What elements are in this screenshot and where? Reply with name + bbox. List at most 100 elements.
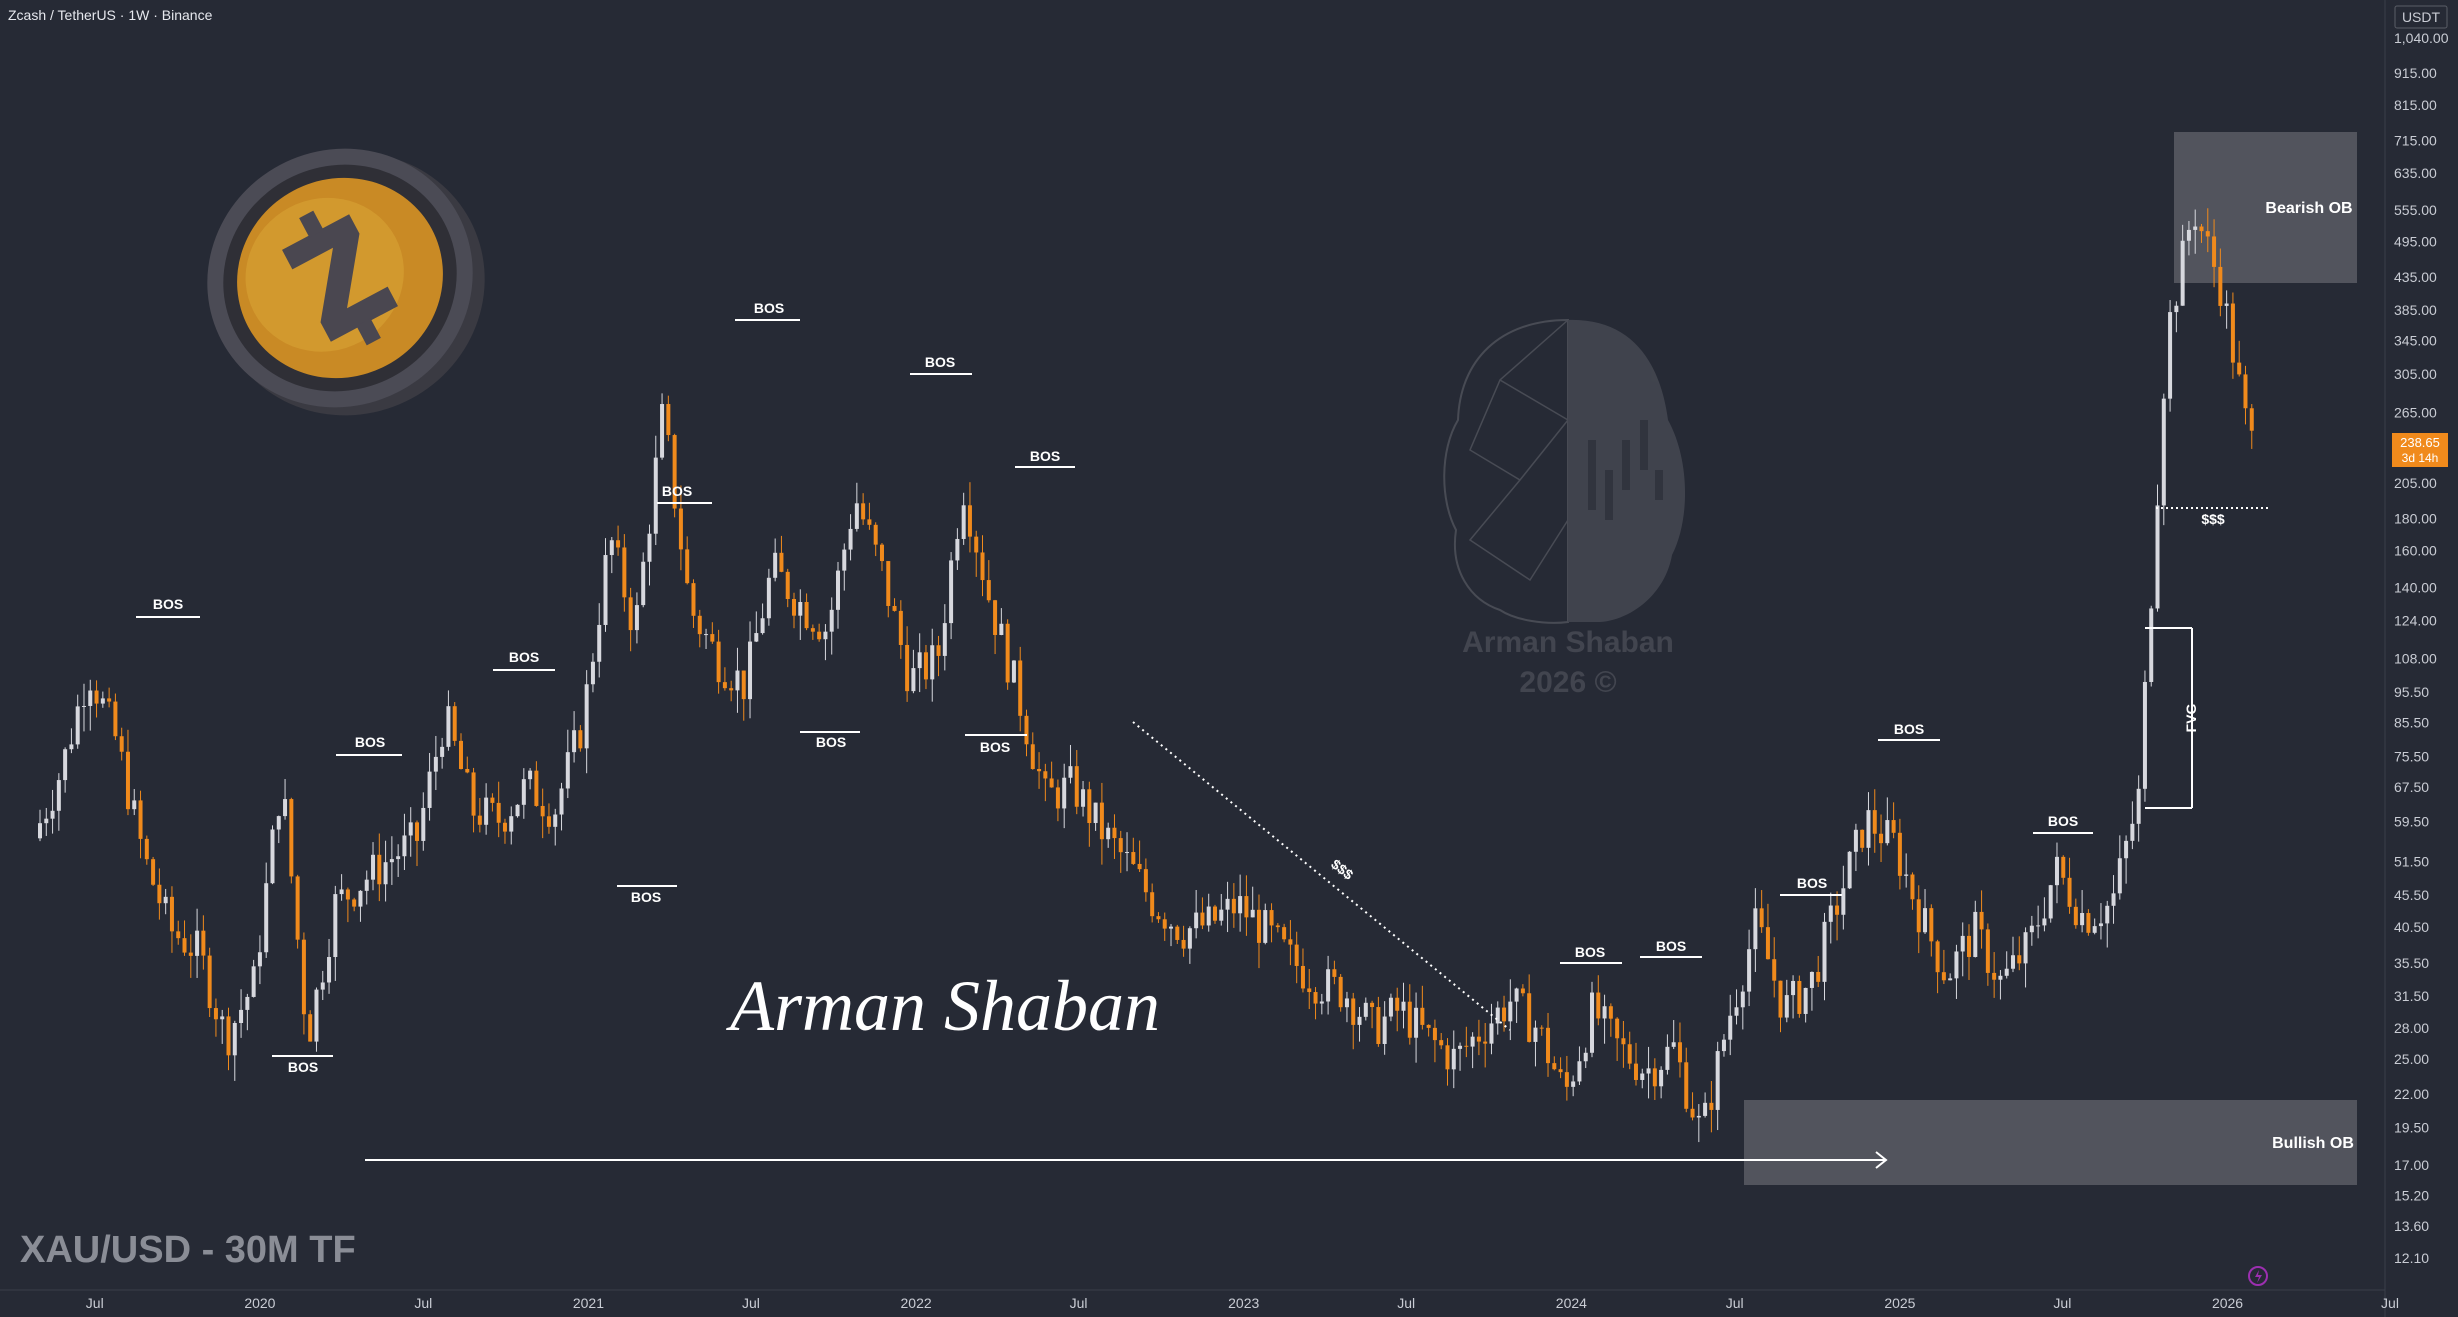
candle-body bbox=[980, 552, 985, 581]
candle-body bbox=[559, 788, 564, 815]
price-tick: 108.00 bbox=[2394, 650, 2437, 666]
candle-body bbox=[213, 1008, 218, 1020]
candle-body bbox=[2004, 968, 2009, 976]
candle-body bbox=[974, 536, 979, 553]
candle-body bbox=[1502, 1007, 1507, 1022]
candle-body bbox=[339, 889, 344, 895]
time-tick: 2024 bbox=[1556, 1295, 1587, 1311]
candle-body bbox=[1244, 896, 1249, 918]
candle-body bbox=[1960, 935, 1965, 952]
candle-body bbox=[56, 780, 61, 811]
price-tick: 265.00 bbox=[2394, 405, 2437, 421]
candle-body bbox=[1508, 1001, 1513, 1022]
bullish-ob-zone bbox=[1744, 1100, 2357, 1185]
candle-body bbox=[452, 706, 457, 741]
candle-body bbox=[1992, 972, 1997, 980]
candle-body bbox=[2124, 840, 2129, 859]
candle-body bbox=[371, 854, 376, 880]
candle-body bbox=[358, 890, 363, 907]
time-tick: 2021 bbox=[573, 1295, 604, 1311]
candle-body bbox=[2092, 926, 2097, 933]
candle-body bbox=[691, 583, 696, 616]
candle-body bbox=[861, 503, 866, 520]
price-tick: 435.00 bbox=[2394, 269, 2437, 285]
candle-body bbox=[1187, 928, 1192, 949]
candle-body bbox=[1929, 908, 1934, 942]
candle-body bbox=[2168, 312, 2173, 399]
candle-body bbox=[1828, 905, 1833, 922]
candle-body bbox=[490, 797, 495, 803]
price-tick: 495.00 bbox=[2394, 233, 2437, 249]
candle-body bbox=[597, 624, 602, 662]
watermark-year: 2026 © bbox=[1519, 666, 1616, 699]
candle-body bbox=[1282, 927, 1287, 940]
candle-body bbox=[1118, 838, 1123, 853]
candle-body bbox=[1564, 1072, 1569, 1087]
candle-body bbox=[1458, 1045, 1463, 1049]
price-tick: 385.00 bbox=[2394, 302, 2437, 318]
candle-body bbox=[502, 822, 507, 832]
candle-body bbox=[421, 807, 426, 841]
liquidity-top-label: $$$ bbox=[2201, 511, 2225, 527]
candle-body bbox=[1765, 927, 1770, 960]
price-axis[interactable]: USDT 1,040.00 915.00 815.00 715.00 635.00 555… bbox=[2384, 0, 2458, 1317]
bos-label: BOS bbox=[1797, 875, 1827, 891]
candle-body bbox=[1533, 1027, 1538, 1042]
signature: Arman Shaban bbox=[726, 966, 1160, 1046]
candle-body bbox=[754, 633, 759, 642]
candle-body bbox=[2036, 925, 2041, 927]
candle-body bbox=[1791, 980, 1796, 996]
candle-body bbox=[1684, 1062, 1689, 1109]
candle-body bbox=[760, 618, 765, 634]
candle-body bbox=[1175, 926, 1180, 940]
time-ticks: Jul 2020 Jul 2021 Jul 2022 Jul 2023 Jul 2024 Jul 20… bbox=[86, 1295, 2399, 1311]
candle-body bbox=[1288, 939, 1293, 945]
price-tick: 345.00 bbox=[2394, 332, 2437, 348]
candle-body bbox=[314, 989, 319, 1042]
time-tick: Jul bbox=[86, 1295, 104, 1311]
candle-body bbox=[440, 746, 445, 757]
candle-body bbox=[138, 800, 143, 839]
candle-body bbox=[1979, 911, 1984, 930]
candle-body bbox=[886, 561, 891, 606]
candle-body bbox=[1948, 978, 1953, 981]
candle-body bbox=[2042, 918, 2047, 926]
candle-body bbox=[2117, 858, 2122, 894]
candle-body bbox=[1344, 998, 1349, 1008]
candle-body bbox=[2193, 226, 2198, 230]
candle-body bbox=[1407, 1001, 1412, 1038]
candle-body bbox=[817, 631, 822, 640]
candle-body bbox=[1539, 1027, 1544, 1029]
candle-body bbox=[955, 538, 960, 561]
time-tick: 2026 bbox=[2212, 1295, 2243, 1311]
candle-body bbox=[1602, 1006, 1607, 1019]
bos-label: BOS bbox=[288, 1059, 318, 1075]
candle-body bbox=[999, 623, 1004, 635]
price-tick: 59.50 bbox=[2394, 814, 2429, 830]
time-tick: Jul bbox=[2381, 1295, 2399, 1311]
candle-body bbox=[484, 797, 489, 825]
candle-body bbox=[722, 682, 727, 689]
candle-body bbox=[905, 644, 910, 692]
bos-label: BOS bbox=[816, 734, 846, 750]
lightning-icon[interactable] bbox=[2248, 1266, 2268, 1286]
candle-body bbox=[949, 560, 954, 624]
candle-body bbox=[729, 688, 734, 691]
candle-body bbox=[2212, 236, 2217, 267]
candle-body bbox=[2218, 266, 2223, 306]
candle-body bbox=[1835, 905, 1840, 915]
candle-body bbox=[2142, 681, 2147, 789]
candle-body bbox=[1081, 789, 1086, 807]
candle-body bbox=[2161, 398, 2166, 506]
price-tick: 67.50 bbox=[2394, 779, 2429, 795]
candle-body bbox=[1778, 980, 1783, 1018]
candle-body bbox=[1659, 1069, 1664, 1087]
candle-body bbox=[446, 706, 451, 747]
candle-body bbox=[1432, 1027, 1437, 1041]
candle-body bbox=[1935, 941, 1940, 973]
candle-body bbox=[2080, 913, 2085, 926]
price-tick: 13.60 bbox=[2394, 1218, 2429, 1234]
time-axis[interactable]: Jul 2020 Jul 2021 Jul 2022 Jul 2023 Jul 2024 Jul 20… bbox=[0, 1289, 2399, 1311]
price-tick: 40.50 bbox=[2394, 919, 2429, 935]
